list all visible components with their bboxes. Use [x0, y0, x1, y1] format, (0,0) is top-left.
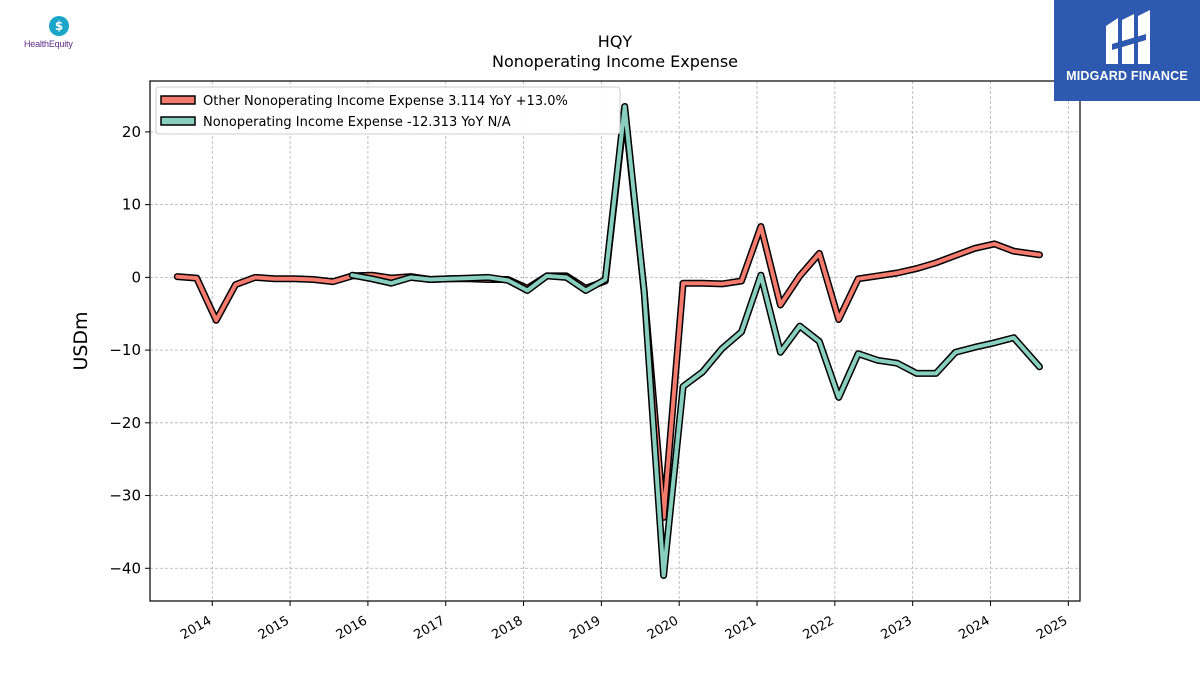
x-tick-label: 2017	[412, 613, 448, 643]
midgard-emblem-icon	[1106, 10, 1150, 64]
y-tick-label: 20	[122, 123, 141, 141]
y-tick-label: −10	[109, 341, 141, 359]
y-tick-label: 10	[122, 196, 141, 214]
x-tick-label: 2025	[1034, 613, 1070, 643]
healthequity-logo: $ HealthEquity	[24, 14, 96, 54]
legend-swatch	[160, 116, 196, 126]
chart-title: HQY	[598, 32, 633, 51]
healthequity-wordmark: HealthEquity	[24, 39, 73, 49]
dollar-icon: $	[49, 16, 69, 36]
legend-swatch	[160, 95, 196, 105]
x-tick-label: 2019	[567, 613, 603, 643]
x-tick-label: 2016	[334, 613, 370, 643]
legend-label: Nonoperating Income Expense -12.313 YoY …	[203, 115, 511, 130]
x-tick-label: 2020	[645, 613, 681, 643]
y-tick-label: 0	[131, 268, 141, 286]
series-line-1	[350, 104, 1042, 578]
legend: Other Nonoperating Income Expense 3.114 …	[155, 86, 621, 135]
midgard-finance-logo: MIDGARD FINANCE	[1054, 0, 1200, 101]
y-tick-label: −30	[109, 487, 141, 505]
y-axis: 20 10 0 −10 −20 −30 −40	[109, 123, 150, 577]
x-axis: 2014 2015 2016 2017 2018 2019 2020 2021 2022 2023…	[178, 601, 1070, 643]
x-tick-label: 2018	[489, 613, 525, 643]
x-tick-label: 2015	[256, 613, 292, 643]
series-lines	[173, 103, 1043, 579]
y-axis-label: USDm	[70, 311, 92, 370]
legend-label: Other Nonoperating Income Expense 3.114 …	[203, 94, 568, 109]
y-tick-label: −40	[109, 559, 141, 577]
x-tick-label: 2014	[178, 613, 214, 643]
series-line-outline-0	[173, 106, 1043, 521]
y-tick-label: −20	[109, 414, 141, 432]
legend-box	[155, 86, 621, 135]
x-tick-label: 2023	[879, 613, 915, 643]
x-tick-label: 2022	[801, 613, 837, 643]
series-line-0	[175, 108, 1042, 520]
midgard-wordmark: MIDGARD FINANCE	[1066, 69, 1188, 83]
x-tick-label: 2024	[956, 613, 992, 643]
chart-subtitle: Nonoperating Income Expense	[492, 52, 738, 71]
x-tick-label: 2021	[723, 613, 759, 643]
plot-area-frame	[149, 80, 1081, 602]
series-line-outline-1	[348, 103, 1043, 579]
grid	[150, 81, 1080, 601]
